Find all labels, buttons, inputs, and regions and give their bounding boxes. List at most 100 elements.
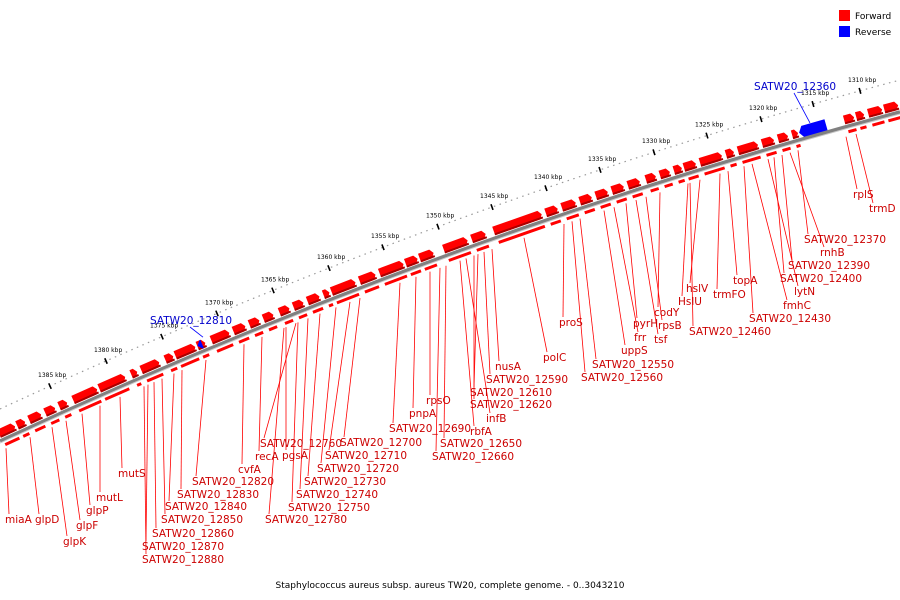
forward-gene bbox=[736, 141, 762, 164]
gene-label-satw20_12810: SATW20_12810 bbox=[150, 315, 232, 327]
gene-leader bbox=[845, 136, 858, 190]
forward-gene-shadow bbox=[580, 199, 594, 206]
scale-tick-label: 1310 kbp bbox=[848, 77, 876, 84]
forward-gene-shadow bbox=[726, 154, 736, 159]
reverse-leader bbox=[189, 326, 204, 338]
gene-leader bbox=[562, 224, 565, 318]
gene-label-satw20_12840: SATW20_12840 bbox=[165, 501, 247, 513]
gene-leader bbox=[5, 448, 10, 515]
gene-labels: rplStrmDSATW20_12370rnhBSATW20_12390SATW… bbox=[5, 81, 896, 566]
gene-label-cody: codY bbox=[654, 307, 680, 319]
forward-gene-shadow bbox=[280, 310, 292, 317]
gene-label-pgsa: pgsA bbox=[282, 450, 309, 462]
forward-gene bbox=[724, 148, 738, 168]
forward-gene-lower bbox=[254, 330, 264, 338]
gene-label-mutl: mutL bbox=[96, 492, 123, 504]
forward-gene-arrow bbox=[139, 359, 160, 375]
forward-gene-arrow bbox=[736, 141, 758, 156]
scale-tick-label: 1345 kbp bbox=[480, 193, 508, 200]
forward-gene-shadow bbox=[166, 358, 176, 364]
gene-leader bbox=[392, 282, 401, 424]
gene-leader bbox=[119, 396, 123, 469]
forward-gene-lower bbox=[498, 224, 546, 244]
forward-gene-lower bbox=[796, 143, 801, 148]
scale-ruler bbox=[0, 79, 900, 410]
forward-gene-shadow bbox=[18, 423, 27, 430]
forward-gene bbox=[305, 293, 324, 314]
genome-backbone bbox=[0, 110, 900, 443]
gene-label-pros: proS bbox=[559, 317, 583, 329]
gene-label-glpp: glpP bbox=[86, 505, 109, 517]
gene-label-rnhb: rnhB bbox=[820, 247, 845, 259]
forward-gene-lower bbox=[704, 166, 726, 176]
forward-gene bbox=[321, 289, 334, 308]
forward-gene-shadow bbox=[234, 328, 248, 336]
gene-leader bbox=[523, 237, 548, 353]
forward-gene bbox=[842, 113, 857, 134]
gene-leader bbox=[855, 133, 874, 204]
scale-tick bbox=[598, 166, 602, 173]
forward-gene-shadow bbox=[884, 107, 900, 114]
forward-gene-lower bbox=[848, 128, 857, 134]
gene-leader bbox=[180, 370, 183, 490]
scale-tick bbox=[327, 265, 331, 272]
forward-gene-lower bbox=[64, 413, 72, 419]
forward-gene-lower bbox=[566, 213, 580, 221]
gene-leader bbox=[51, 427, 68, 537]
reverse-swatch bbox=[839, 26, 850, 37]
forward-gene-shadow bbox=[30, 416, 43, 424]
scale-tick-label: 1330 kbp bbox=[642, 138, 670, 145]
forward-gene-arrow bbox=[209, 329, 230, 345]
forward-gene bbox=[442, 237, 472, 262]
gene-leader bbox=[343, 297, 361, 438]
forward-gene-lower bbox=[550, 219, 562, 226]
forward-gene bbox=[139, 359, 164, 383]
reverse-gene bbox=[799, 119, 828, 138]
forward-gene-shadow bbox=[646, 178, 658, 184]
gene-label-satw20_12360: SATW20_12360 bbox=[754, 81, 836, 93]
gene-label-miaa: miaA bbox=[5, 514, 33, 526]
forward-gene-shadow bbox=[628, 183, 642, 190]
gene-leader bbox=[168, 373, 175, 502]
gene-leader bbox=[571, 221, 586, 373]
forward-gene-shadow bbox=[46, 410, 57, 417]
gene-leader bbox=[241, 344, 245, 465]
forward-gene bbox=[672, 164, 686, 184]
scale-tick-label: 1375 kbp bbox=[150, 323, 178, 330]
gene-leader bbox=[681, 183, 689, 297]
forward-gene-lower bbox=[448, 251, 472, 262]
forward-gene-shadow bbox=[100, 379, 127, 393]
forward-gene-arrow bbox=[173, 343, 196, 360]
gene-leader bbox=[268, 327, 285, 515]
forward-gene-lower bbox=[600, 202, 612, 209]
gene-label-trmd: trmD bbox=[869, 203, 896, 215]
forward-gene-shadow bbox=[142, 364, 162, 375]
scale-tick bbox=[490, 203, 494, 211]
forward-gene bbox=[470, 230, 490, 252]
gene-label-upps: uppS bbox=[621, 345, 648, 357]
forward-gene bbox=[658, 168, 674, 189]
scale-tick bbox=[104, 357, 108, 365]
forward-gene-shadow bbox=[406, 261, 420, 268]
gene-leader bbox=[645, 196, 663, 321]
reverse-gene-arrow bbox=[197, 339, 204, 349]
forward-gene-shadow bbox=[176, 349, 198, 360]
gene-label-satw20_12740: SATW20_12740 bbox=[296, 489, 378, 501]
gene-label-satw20_12650: SATW20_12650 bbox=[440, 438, 522, 450]
forward-gene-lower bbox=[170, 366, 178, 373]
forward-gene-shadow bbox=[738, 147, 760, 156]
forward-gene-lower bbox=[860, 125, 867, 130]
gene-label-satw20_12370: SATW20_12370 bbox=[804, 234, 886, 246]
forward-gene-arrow bbox=[377, 260, 404, 278]
forward-gene-lower bbox=[216, 343, 234, 353]
forward-gene-lower bbox=[782, 146, 792, 153]
gene-leader bbox=[689, 182, 694, 327]
gene-leader bbox=[29, 437, 40, 515]
gene-label-satw20_12560: SATW20_12560 bbox=[581, 372, 663, 384]
forward-gene-shadow bbox=[308, 298, 322, 306]
forward-gene bbox=[883, 101, 900, 123]
gene-label-satw20_12720: SATW20_12720 bbox=[317, 463, 399, 475]
gene-label-satw20_12760: SATW20_12760 bbox=[260, 438, 342, 450]
gene-label-muts: mutS bbox=[118, 468, 146, 480]
forward-gene-lower bbox=[180, 357, 200, 368]
